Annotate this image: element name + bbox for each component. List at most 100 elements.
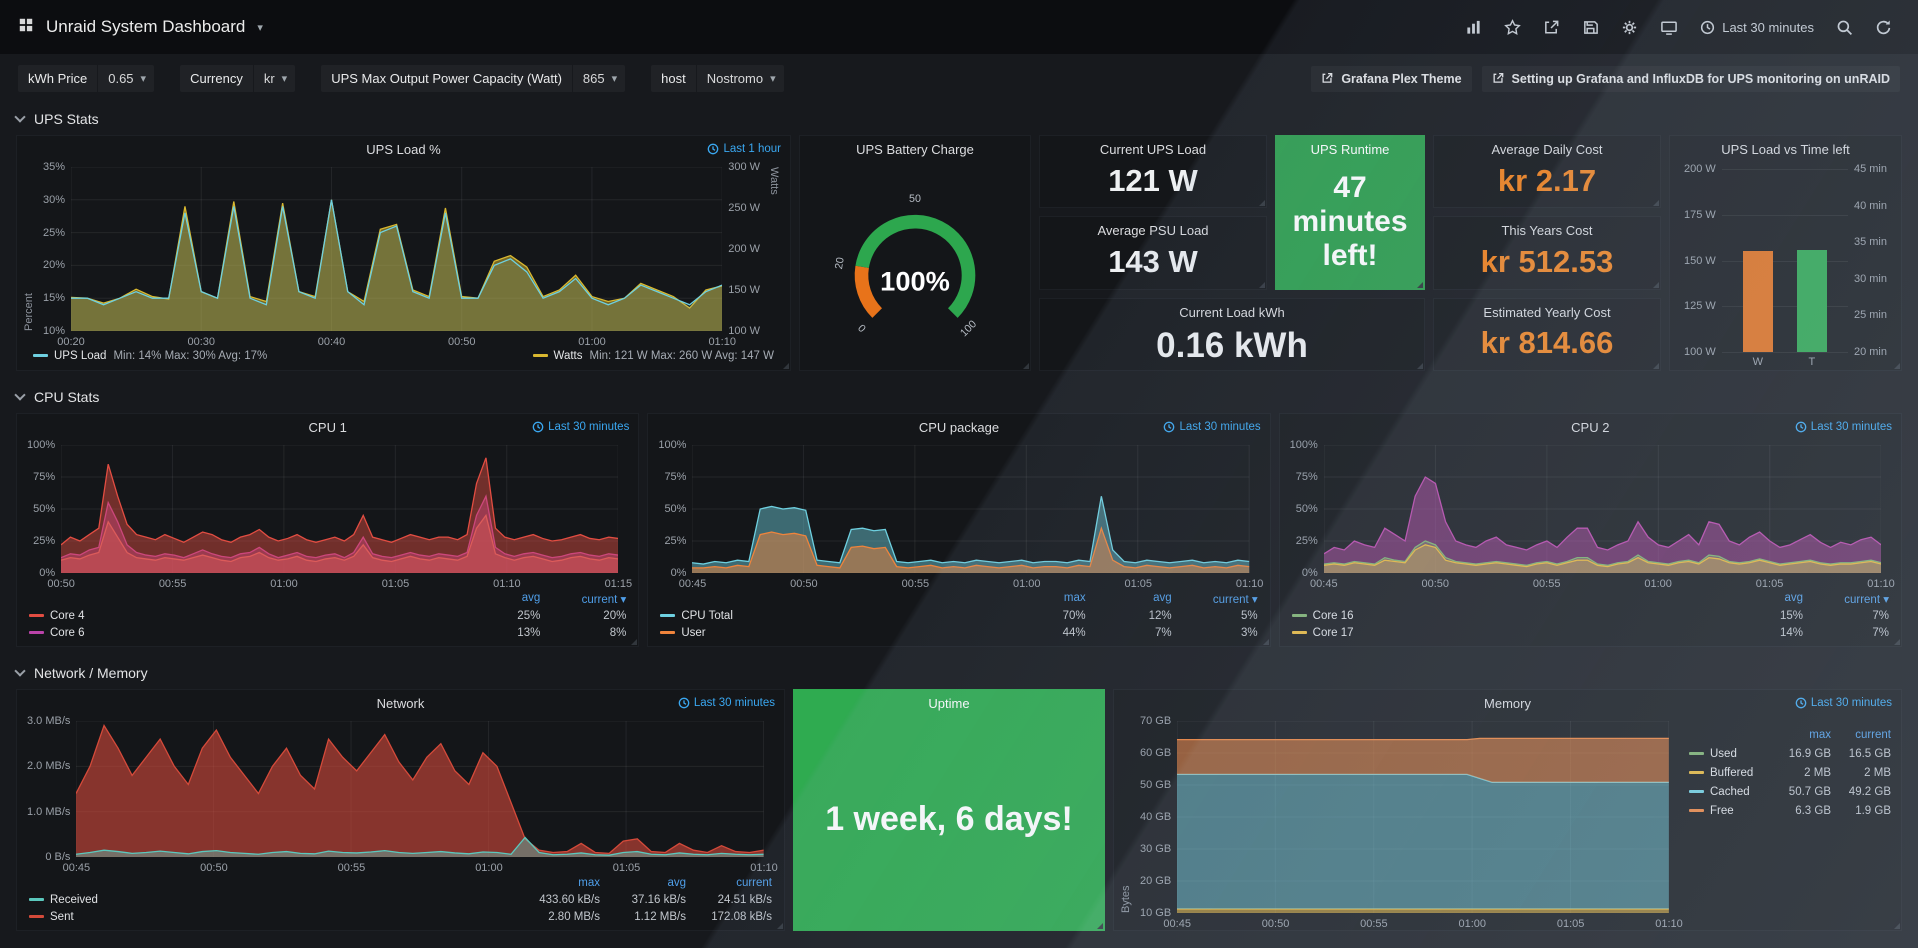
legend-series[interactable]: Core 6 13% 8%: [29, 624, 626, 641]
plot-area[interactable]: [61, 445, 619, 573]
panel-current-load-kwh: Current Load kWh 0.16 kWh: [1039, 297, 1425, 371]
legend-column-header[interactable]: current: [1855, 728, 1891, 741]
legend-series[interactable]: Core 4 25% 20%: [29, 607, 626, 624]
legend-series[interactable]: Free 6.3 GB 1.9 GB: [1689, 801, 1891, 820]
memory-chart: Bytes 70 GB 60 GB 50 GB 40 GB 30 GB 20 GB 10 GB…: [1114, 715, 1689, 930]
dashboard-link-plex-theme[interactable]: Grafana Plex Theme: [1311, 65, 1472, 92]
x-axis-ticks: 00:45 00:50 00:55 01:00 01:05 01:10: [678, 578, 1264, 590]
y-axis-ticks: 100% 75% 50% 25% 0%: [658, 439, 687, 579]
plot-area[interactable]: [692, 445, 1250, 573]
legend-series[interactable]: Used 16.9 GB 16.5 GB: [1689, 744, 1891, 763]
dashboard-title[interactable]: Unraid System Dashboard: [46, 17, 246, 36]
panel-header[interactable]: UPS Load %: [17, 136, 790, 163]
panel-header[interactable]: UPS Runtime: [1276, 136, 1424, 163]
variable-kwh-price[interactable]: kWh Price 0.65 ▾: [18, 65, 155, 92]
panel-title: UPS Load %: [366, 142, 441, 157]
panel-header[interactable]: Current UPS Load: [1040, 136, 1266, 163]
panel-header[interactable]: CPU 2: [1280, 414, 1901, 441]
legend-column-header[interactable]: avg: [1153, 591, 1172, 604]
panel-title: Network: [376, 696, 425, 711]
cpu1-chart: 100% 75% 50% 25% 0% 00:50 00:55 01:00 01:05 01:10…: [17, 439, 638, 590]
panel-header[interactable]: Estimated Yearly Cost: [1434, 299, 1660, 326]
legend-series[interactable]: User 44% 7% 3%: [660, 624, 1258, 641]
cpu1-legend: avg current ▾ Core 4 25% 20% Core 6 13% 8%: [17, 590, 638, 646]
share-button[interactable]: [1535, 9, 1568, 45]
plot-area[interactable]: [76, 721, 764, 857]
time-range-button[interactable]: Last 30 minutes: [1692, 9, 1822, 45]
panel-header[interactable]: Network: [17, 690, 784, 717]
star-button[interactable]: [1496, 9, 1529, 45]
y-axis-ticks-right: 45 min 40 min 35 min 30 min 25 min 20 min: [1853, 163, 1887, 358]
legend-series[interactable]: CPU Total 70% 12% 5%: [660, 607, 1258, 624]
variable-currency[interactable]: Currency kr ▾: [180, 65, 296, 92]
legend-column-header[interactable]: max: [1809, 728, 1831, 741]
legend-series[interactable]: Sent 2.80 MB/s 1.12 MB/s 172.08 kB/s: [29, 908, 772, 925]
panel-ups-runtime: UPS Runtime 47 minutes left!: [1275, 135, 1425, 290]
apps-grid-icon[interactable]: [18, 17, 34, 38]
section-ups-stats[interactable]: UPS Stats: [14, 103, 1902, 135]
kiosk-tv-button[interactable]: [1652, 9, 1686, 45]
panel-header[interactable]: UPS Load vs Time left: [1670, 136, 1901, 163]
panel-title: Memory: [1484, 696, 1531, 711]
legend-column-header[interactable]: max: [1063, 591, 1086, 604]
panel-average-daily-cost: Average Daily Cost kr 2.17: [1433, 135, 1661, 209]
panel-header[interactable]: Average Daily Cost: [1434, 136, 1660, 163]
variable-host[interactable]: host Nostromo ▾: [651, 65, 784, 92]
dashboard-link-ups-guide[interactable]: Setting up Grafana and InfluxDB for UPS …: [1481, 65, 1900, 92]
x-axis-ticks: 00:45 00:50 00:55 01:00 01:05 01:10: [1310, 578, 1895, 590]
section-network-memory[interactable]: Network / Memory: [14, 657, 1902, 689]
save-button[interactable]: [1574, 9, 1607, 45]
panel-header[interactable]: CPU package: [648, 414, 1269, 441]
time-range-badge: Last 30 minutes: [1163, 421, 1261, 433]
series-color-dash: [660, 631, 676, 634]
stat-value: kr 814.66: [1480, 325, 1614, 361]
y-axis-ticks-right: [618, 445, 630, 573]
add-panel-button[interactable]: [1457, 9, 1490, 45]
legend-series[interactable]: Received 433.60 kB/s 37.16 kB/s 24.51 kB/s: [29, 891, 772, 908]
plot-area[interactable]: [71, 167, 723, 331]
section-cpu-stats[interactable]: CPU Stats: [14, 381, 1902, 413]
legend-column-header[interactable]: avg: [1784, 591, 1803, 604]
legend-header: max current: [1689, 725, 1891, 744]
legend-column-header[interactable]: current ▾: [581, 593, 627, 606]
y-axis-ticks: 100% 75% 50% 25% 0%: [1289, 439, 1318, 579]
plot-area[interactable]: [1323, 445, 1881, 573]
legend-column-header[interactable]: current ▾: [1212, 593, 1258, 606]
legend-column-header[interactable]: avg: [667, 876, 686, 889]
variable-value: kr: [263, 71, 275, 86]
bar-w[interactable]: [1742, 251, 1773, 352]
x-axis-ticks: 00:50 00:55 01:00 01:05 01:10 01:15: [47, 578, 633, 590]
panel-header[interactable]: Memory: [1114, 690, 1901, 717]
panel-network: Network Last 30 minutes 3.0 MB/s 2.0 MB/s…: [16, 689, 785, 931]
panel-header[interactable]: UPS Battery Charge: [800, 136, 1030, 163]
legend-column-header[interactable]: avg: [521, 591, 541, 604]
external-link-icon: [1322, 72, 1333, 83]
plot-area[interactable]: [1177, 721, 1669, 913]
stat-value: 47 minutes left!: [1292, 171, 1408, 272]
legend-series[interactable]: Core 16 15% 7%: [1291, 607, 1889, 624]
zoom-out-button[interactable]: [1828, 9, 1861, 45]
legend-item[interactable]: Watts Min: 121 W Max: 260 W Avg: 147 W: [532, 350, 774, 362]
plot-area[interactable]: [1721, 169, 1848, 353]
panel-header[interactable]: Uptime: [794, 690, 1104, 717]
legend-item[interactable]: UPS Load Min: 14% Max: 30% Avg: 17%: [33, 350, 267, 362]
legend-series[interactable]: Cached 50.7 GB 49.2 GB: [1689, 782, 1891, 801]
y-axis-ticks-right: [1881, 445, 1893, 573]
panel-header[interactable]: Average PSU Load: [1040, 217, 1266, 244]
refresh-button[interactable]: [1867, 9, 1900, 45]
panel-header[interactable]: CPU 1: [17, 414, 638, 441]
legend-column-header[interactable]: current: [736, 876, 772, 889]
panel-header[interactable]: Current Load kWh: [1040, 299, 1424, 326]
variable-label: host: [661, 71, 686, 86]
panel-header[interactable]: This Years Cost: [1434, 217, 1660, 244]
variable-ups-max-output[interactable]: UPS Max Output Power Capacity (Watt) 865…: [321, 65, 626, 92]
legend-series[interactable]: Core 17 14% 7%: [1291, 624, 1889, 641]
settings-gear-button[interactable]: [1613, 9, 1646, 45]
legend-column-header[interactable]: current ▾: [1844, 593, 1889, 606]
legend-series[interactable]: Buffered 2 MB 2 MB: [1689, 763, 1891, 782]
panel-title: This Years Cost: [1501, 223, 1593, 239]
svg-text:100%: 100%: [880, 266, 950, 297]
legend-column-header[interactable]: max: [578, 876, 600, 889]
bar-t[interactable]: [1796, 249, 1827, 352]
